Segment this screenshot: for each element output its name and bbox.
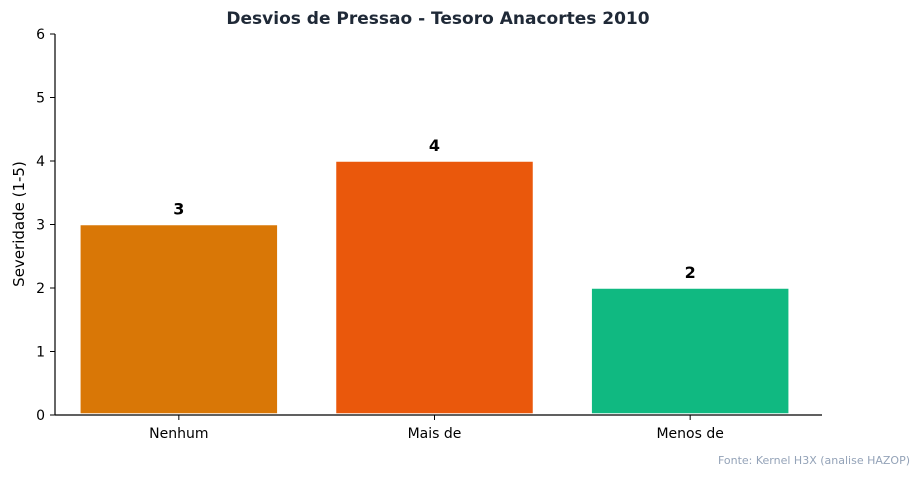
y-axis-ticks: 0 1 2 3 4 5 6 <box>36 27 55 424</box>
x-tick-label: Menos de <box>656 426 723 442</box>
y-tick-label: 6 <box>36 27 45 43</box>
bars-group: 3 4 2 <box>79 136 790 415</box>
y-tick-label: 4 <box>36 154 45 170</box>
y-tick-label: 1 <box>36 345 45 361</box>
chart-title: Desvios de Pressao - Tesoro Anacortes 20… <box>226 9 649 29</box>
y-tick-label: 2 <box>36 281 45 297</box>
bar-value-label: 3 <box>173 200 184 219</box>
y-tick-label: 0 <box>36 408 45 424</box>
bar-value-label: 2 <box>685 263 696 282</box>
bar-mais-de <box>334 160 535 415</box>
bar-nenhum <box>79 223 279 415</box>
x-tick-label: Nenhum <box>149 426 208 442</box>
x-tick-label: Mais de <box>408 426 462 442</box>
bar-value-label: 4 <box>429 136 440 155</box>
y-tick-label: 3 <box>36 218 45 234</box>
x-axis-ticks: Nenhum Mais de Menos de <box>149 415 724 442</box>
bar-menos-de <box>590 287 790 415</box>
y-tick-label: 5 <box>36 91 45 107</box>
source-note: Fonte: Kernel H3X (analise HAZOP) <box>718 454 910 467</box>
y-axis-label: Severidade (1-5) <box>10 161 28 287</box>
